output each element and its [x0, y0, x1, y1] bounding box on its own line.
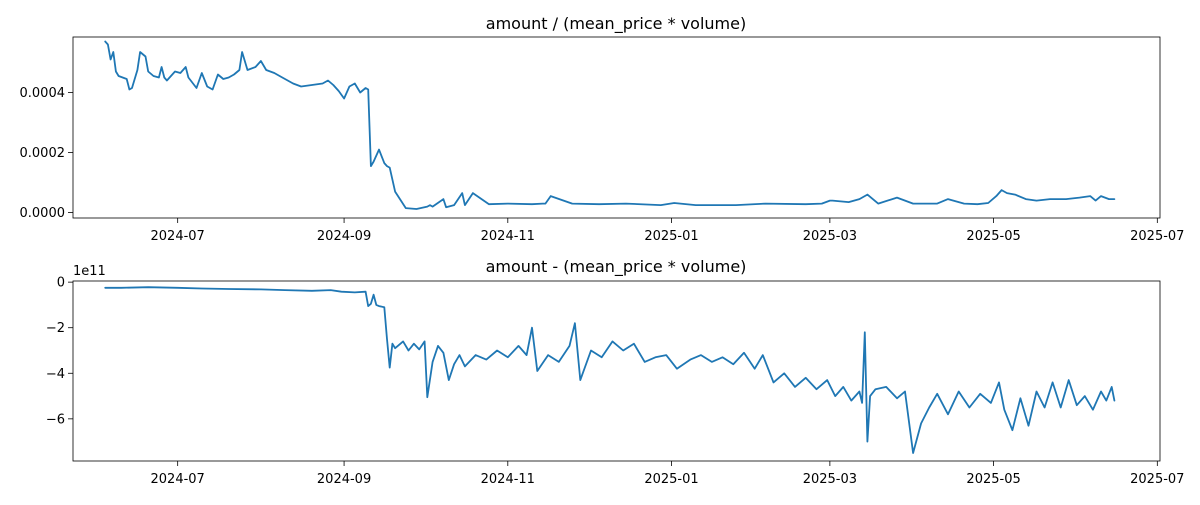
chart-panel-difference: amount - (mean_price * volume) 2024-07 20…	[46, 257, 1185, 487]
x-tick-label: 2024-09	[317, 472, 371, 487]
series-line	[104, 286, 1116, 454]
axis-multiplier: 1e11	[73, 264, 106, 279]
x-tick-label: 2024-11	[481, 229, 535, 244]
chart-title: amount / (mean_price * volume)	[486, 14, 746, 34]
x-tick-label: 2024-07	[151, 472, 205, 487]
axes-frame	[72, 280, 1161, 462]
x-tick-label: 2025-07	[1130, 472, 1184, 487]
axes-frame	[72, 36, 1161, 219]
y-tick-label: 0.0000	[20, 206, 66, 221]
y-tick-label: −4	[46, 367, 65, 382]
y-tick-label: −6	[46, 412, 65, 427]
x-tick-label: 2025-07	[1130, 229, 1184, 244]
x-tick-label: 2024-09	[317, 229, 371, 244]
x-tick-label: 2025-03	[803, 229, 857, 244]
x-tick-label: 2024-07	[151, 229, 205, 244]
x-tick-label: 2025-05	[966, 472, 1020, 487]
chart-title: amount - (mean_price * volume)	[486, 257, 747, 277]
x-tick-label: 2025-05	[966, 229, 1020, 244]
chart-panel-ratio: amount / (mean_price * volume) 2024-07 20…	[20, 14, 1185, 244]
y-tick-label: 0.0002	[20, 146, 66, 161]
y-tick-label: 0	[57, 276, 65, 291]
x-tick-label: 2025-01	[644, 229, 698, 244]
y-axis: 0.0000 0.0002 0.0004	[20, 86, 73, 221]
series-line	[104, 40, 1116, 210]
x-axis: 2024-07 2024-09 2024-11 2025-01 2025-03 2025-…	[151, 461, 1184, 487]
x-axis: 2024-07 2024-09 2024-11 2025-01 2025-03 2025-…	[151, 218, 1184, 244]
x-tick-label: 2024-11	[481, 472, 535, 487]
y-axis: 0 −2 −4 −6	[46, 276, 73, 427]
y-tick-label: 0.0004	[20, 86, 66, 101]
x-tick-label: 2025-03	[803, 472, 857, 487]
x-tick-label: 2025-01	[644, 472, 698, 487]
y-tick-label: −2	[46, 321, 65, 336]
